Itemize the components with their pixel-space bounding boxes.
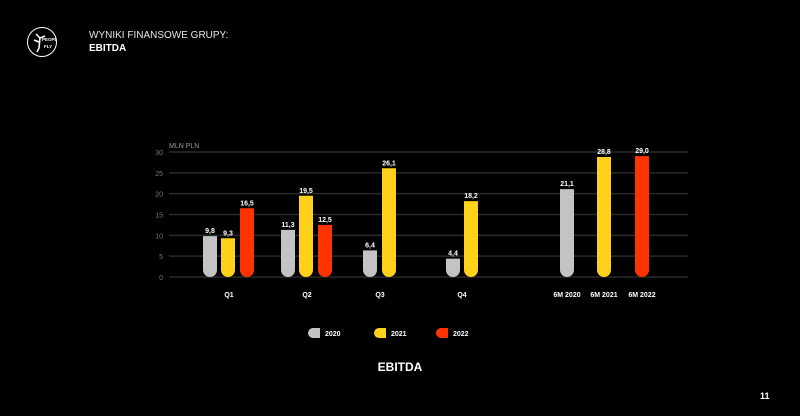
data-label: 12,5 xyxy=(318,217,332,224)
data-label: 11,3 xyxy=(281,222,294,229)
legend-swatch-2020 xyxy=(308,328,320,338)
y-tick-label: 0 xyxy=(159,275,163,282)
data-label: 18,2 xyxy=(464,193,478,200)
y-tick-label: 5 xyxy=(159,254,163,261)
data-label: 4,4 xyxy=(448,251,458,258)
people-can-fly-logo: PEOPLE FLY xyxy=(27,27,57,57)
bar-2021 xyxy=(382,168,396,277)
legend-swatch-2021 xyxy=(374,328,386,338)
x-tick-label: 6M 2022 xyxy=(628,292,655,299)
data-label: 6,4 xyxy=(365,242,375,249)
y-tick-label: 25 xyxy=(155,171,163,178)
data-label: 9,3 xyxy=(223,230,233,237)
svg-text:PEOPLE: PEOPLE xyxy=(42,37,56,42)
bar-2021 xyxy=(464,201,478,277)
header-title: EBITDA xyxy=(89,43,127,54)
data-label: 9,8 xyxy=(205,228,215,235)
data-label: 21,1 xyxy=(560,181,574,188)
y-tick-label: 20 xyxy=(155,192,163,199)
x-tick-label: 6M 2021 xyxy=(590,292,617,299)
x-tick-label: Q4 xyxy=(457,292,466,299)
data-label: 19,5 xyxy=(299,188,313,195)
chart-title: EBITDA xyxy=(377,360,423,374)
bar-2022 xyxy=(635,156,649,277)
x-tick-label: Q2 xyxy=(302,292,311,299)
x-tick-label: Q3 xyxy=(375,292,384,299)
bar-2022 xyxy=(240,208,254,277)
bar-2021 xyxy=(597,157,611,277)
page-number: 11 xyxy=(760,391,770,401)
data-label: 16,5 xyxy=(240,200,254,207)
bar-2021 xyxy=(299,195,313,277)
legend-label: 2021 xyxy=(391,331,407,338)
y-tick-label: 30 xyxy=(155,150,163,157)
bar-2020 xyxy=(281,229,295,277)
data-label: 29,0 xyxy=(635,148,649,155)
data-label: 28,8 xyxy=(597,149,611,156)
y-tick-label: 10 xyxy=(155,233,163,240)
x-tick-label: Q1 xyxy=(224,292,233,299)
bar-2020 xyxy=(363,250,377,277)
svg-text:FLY: FLY xyxy=(44,44,52,49)
bar-2020 xyxy=(446,258,460,277)
legend-label: 2020 xyxy=(325,331,341,338)
y-axis-label: MLN PLN xyxy=(169,143,199,150)
x-tick-label: 6M 2020 xyxy=(553,292,580,299)
header-subtitle: WYNIKI FINANSOWE GRUPY: xyxy=(89,30,229,41)
bar-2020 xyxy=(560,189,574,277)
legend-label: 2022 xyxy=(453,331,469,338)
data-label: 26,1 xyxy=(382,160,396,167)
bar-2020 xyxy=(203,236,217,277)
legend-swatch-2022 xyxy=(436,328,448,338)
bar-2021 xyxy=(221,238,235,277)
bar-2022 xyxy=(318,224,332,277)
y-tick-label: 15 xyxy=(155,213,163,220)
